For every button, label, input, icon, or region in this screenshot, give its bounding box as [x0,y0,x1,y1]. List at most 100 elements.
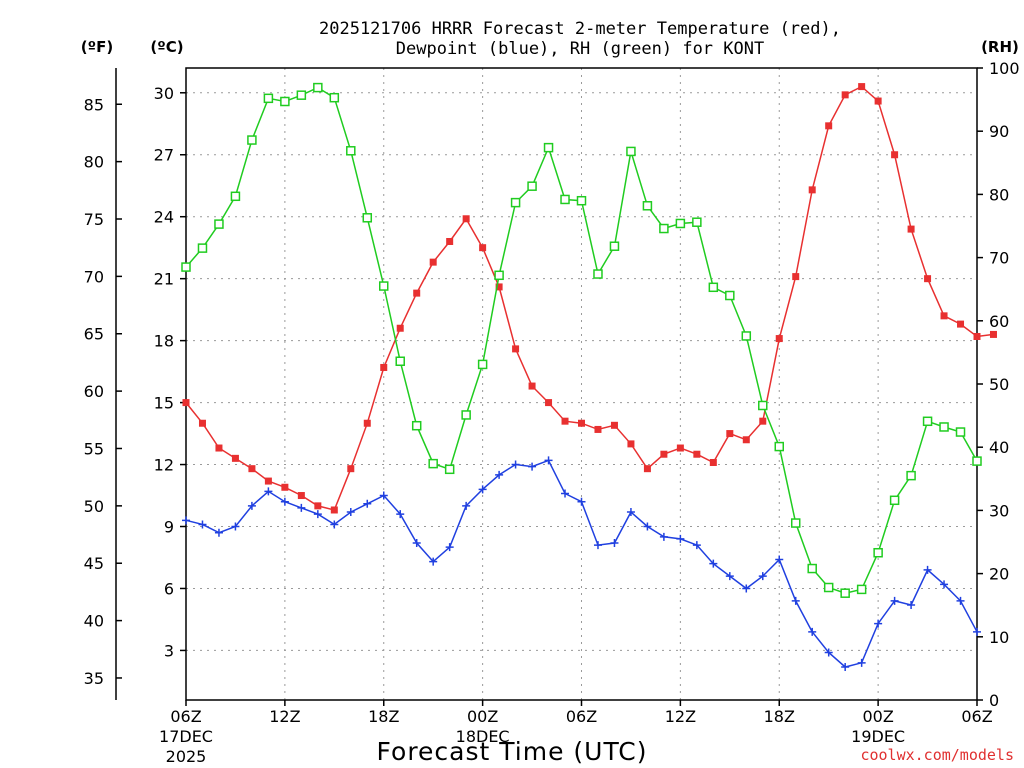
rh-point-37 [790,518,801,528]
temperature-point-39 [825,122,833,130]
rh-point-23 [560,194,570,205]
temperature-point-43 [891,151,899,159]
dewpoint-point-17 [462,501,471,510]
rh-point-21 [527,181,537,191]
x-tick-label-42: 00Z [862,707,893,726]
temperature-point-49 [989,330,997,338]
dewpoint-point-20 [511,460,520,469]
rh-point-17 [461,410,471,420]
temperature-point-28 [643,465,651,473]
temperature-point-48 [973,332,981,340]
dewpoint-point-34 [742,584,751,593]
dewpoint-point-3 [231,522,240,531]
x-tick-label-30: 12Z [665,707,696,726]
celsius-tick-label-21: 21 [154,270,174,289]
dewpoint-point-46 [940,580,949,589]
fahrenheit-tick-label-70: 70 [84,267,104,286]
fahrenheit-tick-label-60: 60 [84,382,104,401]
dewpoint-point-23 [561,489,570,498]
dewpoint-point-14 [412,539,421,548]
rh-point-12 [379,281,389,291]
credit-link[interactable]: coolwx.com/models [860,746,1014,764]
rh-point-6 [280,96,290,107]
rh-point-41 [856,584,867,595]
dewpoint-point-11 [363,499,372,508]
temperature-point-1 [198,419,206,427]
dewpoint-point-44 [907,600,916,609]
temperature-point-27 [627,440,635,448]
rh-tick-label-80: 80 [989,185,1009,204]
chart-title-line2: Dewpoint (blue), RH (green) for KONT [396,39,764,59]
x-axis-title: Forecast Time (UTC) [377,737,648,766]
temperature-point-0 [182,399,190,407]
rh-point-29 [659,223,669,234]
temperature-point-44 [907,225,915,233]
temperature-point-3 [231,454,239,462]
dewpoint-point-1 [198,520,207,529]
dewpoint-point-7 [297,503,306,512]
temperature-line [185,85,994,511]
temperature-point-20 [512,345,520,353]
celsius-tick-label-27: 27 [154,146,174,165]
dewpoint-point-43 [890,596,899,605]
temperature-point-15 [429,258,437,266]
rh-point-11 [362,213,373,223]
dewpoint-point-33 [725,572,734,581]
dewpoint-point-19 [495,470,504,479]
rh-point-34 [741,331,752,341]
celsius-tick-label-30: 30 [154,84,174,103]
dewpoint-point-10 [346,508,355,517]
dewpoint-point-2 [214,528,223,537]
rh-unit-label: (RH) [981,38,1019,56]
dewpoint-point-15 [429,557,438,566]
dewpoint-point-0 [182,516,190,525]
dewpoint-point-48 [973,627,981,636]
rh-point-5 [263,93,274,104]
rh-tick-label-60: 60 [989,312,1009,331]
dewpoint-point-40 [841,662,850,671]
dewpoint-point-9 [330,520,339,529]
temperature-point-47 [957,320,965,328]
dewpoint-point-5 [264,487,273,496]
chart-title-line1: 2025121706 HRRR Forecast 2-meter Tempera… [319,19,841,39]
dewpoint-point-32 [709,559,718,568]
rh-point-25 [593,269,603,279]
x-tick-label-0: 06Z [170,707,201,726]
temperature-series [182,83,997,514]
axes [115,67,983,706]
dewpoint-point-24 [577,497,586,506]
rh-point-0 [181,262,191,272]
rh-point-18 [477,359,488,370]
temperature-point-14 [413,289,421,297]
rh-point-22 [543,142,554,153]
dewpoint-point-16 [445,543,454,552]
fahrenheit-tick-label-50: 50 [84,497,104,516]
rh-point-42 [873,547,883,558]
dewpoint-point-37 [791,596,800,605]
temperature-point-42 [874,97,882,105]
rh-tick-label-100: 100 [989,59,1020,78]
rh-point-20 [510,197,521,208]
fahrenheit-tick-label-85: 85 [84,95,104,114]
temperature-point-38 [808,186,816,194]
celsius-tick-label-12: 12 [154,456,174,475]
x-date-label-0: 17DEC [159,727,213,746]
temperature-point-25 [594,425,602,433]
rh-point-8 [313,82,323,93]
tick-labels: 3 6 9 12 15 18 21 24 27 30 35 40 45 50 55 60 65 70 75 80 85 0… [84,59,1020,766]
temperature-point-35 [759,417,767,425]
temperature-point-34 [742,436,750,444]
rh-tick-label-10: 10 [989,628,1009,647]
temperature-point-19 [495,283,503,291]
temperature-point-23 [561,417,569,425]
dewpoint-point-25 [593,541,602,550]
fahrenheit-tick-label-35: 35 [84,669,104,688]
rh-tick-label-30: 30 [989,501,1009,520]
dewpoint-point-13 [396,510,405,519]
rh-point-46 [939,422,949,432]
temperature-point-33 [726,430,734,438]
dewpoint-point-30 [676,534,685,543]
temperature-point-13 [396,324,404,332]
rh-point-43 [889,495,900,506]
